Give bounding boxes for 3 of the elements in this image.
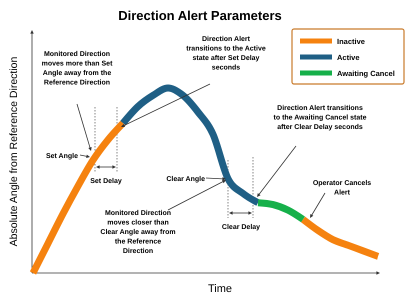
y-axis-title: Absolute Angle from Reference Direction (8, 56, 20, 246)
x-axis-title: Time (208, 283, 232, 295)
chart-title: Direction Alert Parameters (118, 8, 282, 23)
